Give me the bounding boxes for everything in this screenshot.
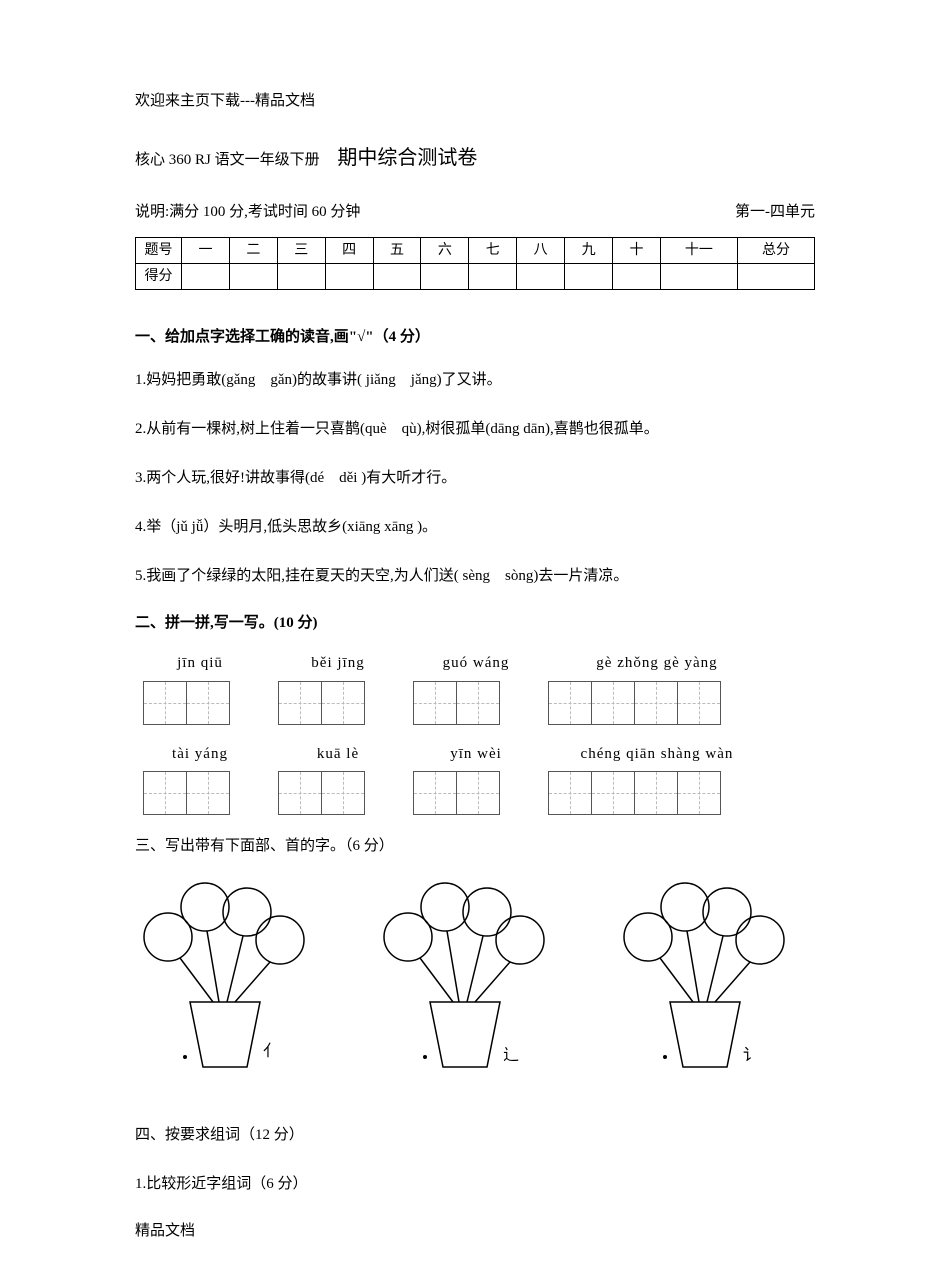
flower-pot: 辶 (375, 882, 555, 1082)
char-grid (413, 681, 500, 725)
th: 七 (469, 238, 517, 264)
pinyin-label: kuā lè (293, 743, 383, 766)
th: 四 (325, 238, 373, 264)
q-line: 1.妈妈把勇敢(gǎng gǎn)的故事讲( jiǎng jǎng)了又讲。 (135, 367, 815, 394)
pinyin-row: jīn qiū běi jīng guó wáng gè zhǒng gè yà… (135, 652, 815, 675)
q-line: 1.比较形近字组词（6 分） (135, 1171, 815, 1198)
th: 一 (182, 238, 230, 264)
radical-label: 亻 (263, 1040, 279, 1064)
description-row: 说明:满分 100 分,考试时间 60 分钟 第一-四单元 (135, 201, 815, 224)
td (469, 264, 517, 290)
pinyin-label: chéng qiān shàng wàn (569, 743, 745, 766)
char-grid (548, 681, 721, 725)
char-grid (548, 771, 721, 815)
th: 八 (517, 238, 565, 264)
page-header: 欢迎来主页下载---精品文档 (135, 90, 815, 113)
char-cell (634, 681, 678, 725)
char-cell (456, 771, 500, 815)
td (277, 264, 325, 290)
char-grid (143, 771, 230, 815)
radical-label: 讠 (743, 1044, 759, 1068)
th: 三 (277, 238, 325, 264)
pot-icon (615, 882, 795, 1082)
th: 六 (421, 238, 469, 264)
pinyin-label: tài yáng (155, 743, 245, 766)
pinyin-row: tài yáng kuā lè yīn wèi chéng qiān shàng… (135, 743, 815, 766)
pot-icon (375, 882, 555, 1082)
char-cell (677, 771, 721, 815)
td (421, 264, 469, 290)
char-cell (456, 681, 500, 725)
title-main: 期中综合测试卷 (337, 147, 477, 169)
section3-title: 三、写出带有下面部、首的字。（6 分） (135, 833, 815, 860)
pinyin-label: jīn qiū (155, 652, 245, 675)
pots-row: 亻 辶 讠 (135, 882, 815, 1082)
char-grid (413, 771, 500, 815)
td (229, 264, 277, 290)
char-cell (591, 771, 635, 815)
th: 题号 (136, 238, 182, 264)
th: 二 (229, 238, 277, 264)
th: 十 (613, 238, 661, 264)
char-cell (143, 771, 187, 815)
section2-title: 二、拼一拼,写一写。(10 分) (135, 612, 815, 635)
section1-title: 一、给加点字选择工确的读音,画"√"（4 分） (135, 326, 815, 349)
char-cell (548, 771, 592, 815)
pinyin-label: běi jīng (293, 652, 383, 675)
q-line: 4.举（jǔ jǚ）头明月,低头思故乡(xiāng xāng )。 (135, 514, 815, 541)
boxes-row (135, 681, 815, 725)
char-grid (143, 681, 230, 725)
page-footer: 精品文档 (135, 1220, 815, 1243)
char-cell (548, 681, 592, 725)
td (660, 264, 737, 290)
pot-icon (135, 882, 315, 1082)
pinyin-label: gè zhǒng gè yàng (569, 652, 745, 675)
th: 十一 (660, 238, 737, 264)
flower-pot: 讠 (615, 882, 795, 1082)
td (565, 264, 613, 290)
radical-label: 辶 (503, 1044, 519, 1068)
table-row: 得分 (136, 264, 815, 290)
char-cell (143, 681, 187, 725)
pinyin-label: guó wáng (431, 652, 521, 675)
score-table: 题号 一 二 三 四 五 六 七 八 九 十 十一 总分 得分 (135, 237, 815, 290)
char-cell (321, 681, 365, 725)
q-line: 2.从前有一棵树,树上住着一只喜鹊(què qù),树很孤单(dāng dān)… (135, 416, 815, 443)
char-grid (278, 681, 365, 725)
td (325, 264, 373, 290)
th: 五 (373, 238, 421, 264)
td (737, 264, 814, 290)
char-cell (634, 771, 678, 815)
char-cell (413, 681, 457, 725)
table-row: 题号 一 二 三 四 五 六 七 八 九 十 十一 总分 (136, 238, 815, 264)
flower-pot: 亻 (135, 882, 315, 1082)
desc-right: 第一-四单元 (735, 201, 815, 224)
char-cell (186, 681, 230, 725)
title-prefix: 核心 360 RJ 语文一年级下册 (135, 152, 320, 168)
char-grid (278, 771, 365, 815)
char-cell (677, 681, 721, 725)
boxes-row (135, 771, 815, 815)
td (182, 264, 230, 290)
char-cell (278, 771, 322, 815)
section4-title: 四、按要求组词（12 分） (135, 1122, 815, 1149)
desc-left: 说明:满分 100 分,考试时间 60 分钟 (135, 201, 360, 224)
pinyin-label: yīn wèi (431, 743, 521, 766)
td (373, 264, 421, 290)
title-line: 核心 360 RJ 语文一年级下册 期中综合测试卷 (135, 143, 815, 173)
th: 九 (565, 238, 613, 264)
char-cell (278, 681, 322, 725)
th: 总分 (737, 238, 814, 264)
td (613, 264, 661, 290)
q-line: 3.两个人玩,很好!讲故事得(dé děi )有大听才行。 (135, 465, 815, 492)
char-cell (186, 771, 230, 815)
char-cell (413, 771, 457, 815)
char-cell (321, 771, 365, 815)
char-cell (591, 681, 635, 725)
td (517, 264, 565, 290)
q-line: 5.我画了个绿绿的太阳,挂在夏天的天空,为人们送( sèng sòng)去一片清… (135, 563, 815, 590)
td: 得分 (136, 264, 182, 290)
